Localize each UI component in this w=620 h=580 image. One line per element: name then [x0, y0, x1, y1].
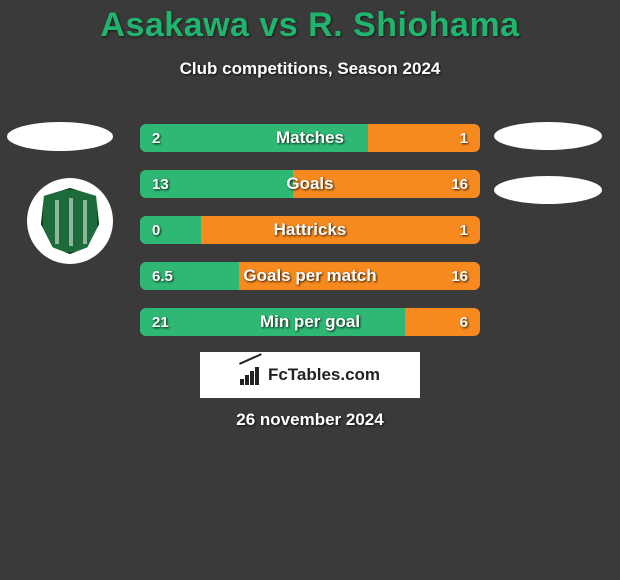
bar-segment-right [239, 262, 480, 290]
comparison-bars: 21Matches 1316Goals 01Hattricks 6.516Goals … [140, 124, 480, 354]
brand-text: FcTables.com [268, 365, 380, 385]
bar-row: 216Min per goal [140, 308, 480, 336]
date-label: 26 november 2024 [0, 410, 620, 430]
bar-segment-right [405, 308, 480, 336]
bar-segment-left [140, 170, 293, 198]
brand-logo: FcTables.com [200, 352, 420, 398]
bar-segment-left [140, 262, 239, 290]
bar-segment-right [201, 216, 480, 244]
page-title: Asakawa vs R. Shiohama [0, 0, 620, 45]
page-subtitle: Club competitions, Season 2024 [0, 59, 620, 79]
player-right-badge-2 [494, 176, 602, 204]
bar-row: 01Hattricks [140, 216, 480, 244]
club-crest-left [27, 178, 113, 264]
bar-segment-right [293, 170, 480, 198]
bar-row: 6.516Goals per match [140, 262, 480, 290]
player-left-badge-1 [7, 122, 113, 151]
bar-segment-left [140, 308, 405, 336]
player-right-badge-1 [494, 122, 602, 150]
chart-icon [240, 365, 262, 385]
shield-icon [41, 188, 99, 254]
bar-segment-left [140, 216, 201, 244]
bar-segment-left [140, 124, 368, 152]
bar-segment-right [368, 124, 480, 152]
bar-row: 1316Goals [140, 170, 480, 198]
bar-row: 21Matches [140, 124, 480, 152]
